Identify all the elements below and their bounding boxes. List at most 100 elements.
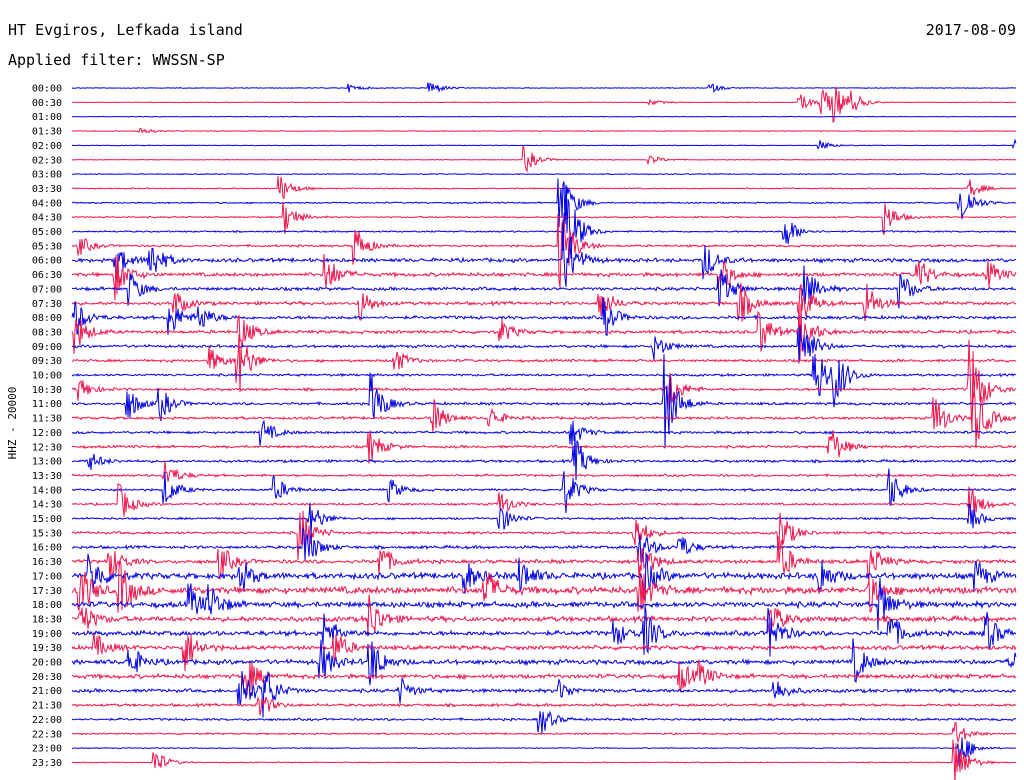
time-label: 16:00 <box>32 543 62 554</box>
trace-row <box>71 430 1017 464</box>
trace-row <box>71 301 1017 361</box>
time-label: 14:30 <box>32 500 62 511</box>
time-label: 21:30 <box>32 701 62 712</box>
trace-row <box>71 594 1017 635</box>
time-label: 02:00 <box>32 141 62 152</box>
trace-row <box>71 128 1017 134</box>
trace-row <box>72 115 1017 118</box>
time-label: 03:00 <box>32 170 62 181</box>
trace-row <box>71 253 1017 301</box>
record-date: 2017-08-09 <box>925 21 1016 39</box>
time-label: 17:30 <box>32 586 62 597</box>
time-label: 12:30 <box>32 442 62 453</box>
time-label: 13:30 <box>32 471 62 482</box>
trace-row <box>71 551 1017 601</box>
trace-row <box>71 178 1017 228</box>
time-label: 01:00 <box>32 112 62 123</box>
trace-row <box>71 670 1017 718</box>
time-label: 15:00 <box>32 514 62 525</box>
trace-row <box>71 739 1016 780</box>
trace-row <box>72 184 1017 259</box>
trace-row <box>71 353 1017 449</box>
time-label: 09:00 <box>32 342 62 353</box>
time-label: 04:30 <box>32 213 62 224</box>
trace-row <box>71 502 1017 538</box>
time-label: 01:30 <box>32 127 62 138</box>
trace-row <box>71 339 1017 432</box>
time-labels: 00:00 00:30 01:00 01:30 02:00 02:30 03:00 03:30… <box>32 84 62 769</box>
trace-row <box>71 297 1017 337</box>
time-label: 03:30 <box>32 184 62 195</box>
time-label: 00:30 <box>32 98 62 109</box>
time-label: 07:30 <box>32 299 62 310</box>
time-label: 06:00 <box>32 256 62 267</box>
time-label: 11:30 <box>32 414 62 425</box>
y-axis-label: HHZ - 20000 <box>6 387 19 460</box>
trace-row <box>71 659 1017 696</box>
time-label: 04:00 <box>32 198 62 209</box>
trace-row <box>71 527 1017 564</box>
trace-row <box>71 638 1017 686</box>
time-label: 12:00 <box>32 428 62 439</box>
trace-row <box>71 510 1017 560</box>
time-label: 08:00 <box>32 313 62 324</box>
trace-row <box>71 468 1017 514</box>
trace-row <box>71 721 1017 744</box>
time-label: 23:00 <box>32 744 62 755</box>
time-label: 13:00 <box>32 457 62 468</box>
trace-row <box>71 695 1017 716</box>
time-label: 17:00 <box>32 571 62 582</box>
trace-row <box>71 710 1017 735</box>
trace-row <box>71 176 1017 199</box>
trace-row <box>71 219 1016 288</box>
time-label: 18:30 <box>32 614 62 625</box>
trace-row <box>71 461 1017 482</box>
time-label: 14:00 <box>32 485 62 496</box>
trace-row <box>71 282 1017 322</box>
time-label: 07:00 <box>32 284 62 295</box>
time-label: 08:30 <box>32 327 62 338</box>
trace-row <box>71 633 1017 672</box>
trace-row <box>71 82 1017 94</box>
trace-row <box>71 353 1017 408</box>
time-label: 19:00 <box>32 629 62 640</box>
trace-row <box>71 737 1017 767</box>
time-label: 18:00 <box>32 600 62 611</box>
station-title: HT Evgiros, Lefkada island <box>8 21 243 39</box>
trace-row <box>71 265 1017 309</box>
trace-row <box>71 420 1017 446</box>
time-label: 00:00 <box>32 84 62 95</box>
time-label: 22:30 <box>32 729 62 740</box>
time-label: 22:00 <box>32 715 62 726</box>
time-label: 11:00 <box>32 399 62 410</box>
trace-row <box>71 138 1017 150</box>
trace-row <box>71 145 1017 174</box>
trace-row <box>71 606 1017 657</box>
trace-row <box>71 334 1017 393</box>
time-label: 19:30 <box>32 643 62 654</box>
trace-row <box>71 213 1017 288</box>
time-label: 02:30 <box>32 155 62 166</box>
trace-row <box>71 201 1017 236</box>
trace-row <box>72 86 1017 124</box>
time-label: 23:30 <box>32 758 62 769</box>
time-label: 21:00 <box>32 686 62 697</box>
trace-row <box>71 483 1017 518</box>
time-label: 20:30 <box>32 672 62 683</box>
seismic-traces <box>71 82 1017 780</box>
time-label: 16:30 <box>32 557 62 568</box>
time-label: 05:30 <box>32 241 62 252</box>
trace-row <box>71 435 1017 481</box>
trace-row <box>71 559 1017 613</box>
time-label: 15:30 <box>32 528 62 539</box>
trace-row <box>71 536 1017 582</box>
filter-label: Applied filter: WWSSN-SP <box>8 51 225 69</box>
time-label: 10:30 <box>32 385 62 396</box>
trace-row <box>71 388 1017 449</box>
time-label: 20:00 <box>32 658 62 669</box>
trace-row <box>71 172 1017 176</box>
trace-row <box>71 577 1017 631</box>
trace-row <box>71 324 1017 364</box>
time-label: 09:30 <box>32 356 62 367</box>
